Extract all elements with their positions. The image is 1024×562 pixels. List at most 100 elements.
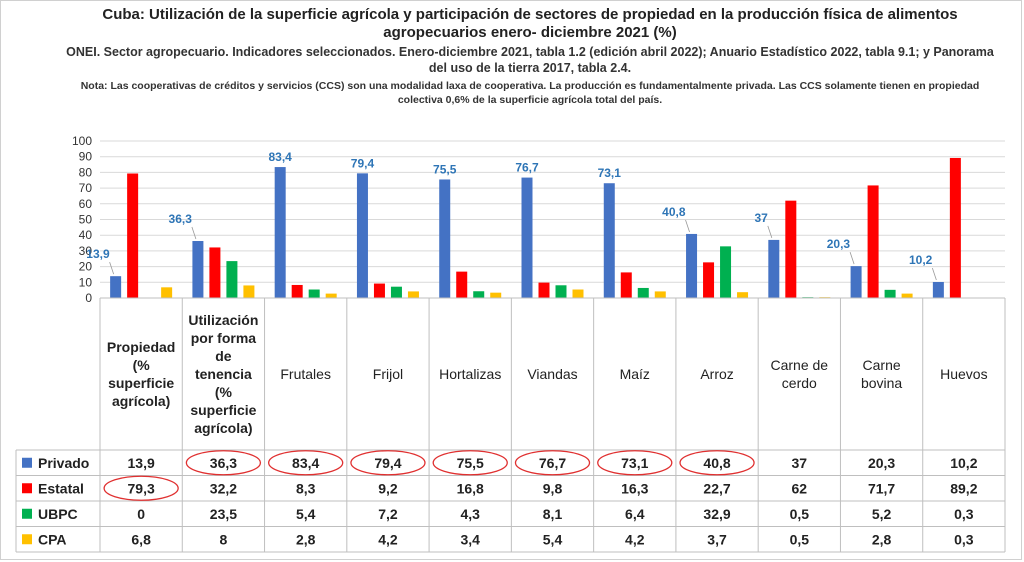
bar-ubpc <box>226 261 238 298</box>
bar-cpa <box>737 292 749 298</box>
table-cell: 16,3 <box>621 480 648 496</box>
bar-privado <box>686 233 698 298</box>
table-cell: 62 <box>792 480 808 496</box>
data-label: 10,2 <box>909 253 933 267</box>
y-tick-label: 20 <box>79 260 93 274</box>
y-tick-label: 100 <box>72 134 92 148</box>
table-cell: 71,7 <box>868 480 895 496</box>
chart-title: Cuba: Utilización de la superficie agríc… <box>102 6 958 41</box>
bar-estatal <box>867 185 879 298</box>
legend-key-estatal <box>22 483 32 494</box>
bar-estatal <box>785 200 797 298</box>
data-label-leader <box>849 252 855 265</box>
bar-estatal <box>291 284 303 298</box>
bar-privado <box>521 177 533 298</box>
y-tick-label: 0 <box>85 291 92 305</box>
table-cell: 37 <box>792 455 808 471</box>
highlight-ellipse <box>185 450 262 476</box>
table-cell: 3,7 <box>707 531 727 547</box>
table-cell: 9,2 <box>378 480 398 496</box>
y-tick-label: 40 <box>79 228 93 242</box>
table-cell: 79,4 <box>374 455 401 471</box>
category-label: Frutales <box>280 366 331 382</box>
y-tick-label: 30 <box>79 244 93 258</box>
legend-label: CPA <box>38 531 67 547</box>
table-cell: 4,2 <box>378 531 398 547</box>
table-cell: 75,5 <box>457 455 484 471</box>
legend-label: Privado <box>38 455 89 471</box>
y-tick-label: 10 <box>79 275 93 289</box>
bar-estatal <box>127 173 139 298</box>
bar-estatal <box>538 282 550 298</box>
bar-ubpc <box>390 286 402 298</box>
table-cell: 8 <box>220 531 228 547</box>
title-block: Cuba: Utilización de la superficie agríc… <box>60 6 1000 107</box>
bar-cpa <box>572 289 584 298</box>
bar-privado <box>192 241 204 298</box>
table-cell: 9,8 <box>543 480 563 496</box>
table-cell: 0,3 <box>954 506 974 522</box>
bar-privado <box>850 266 862 298</box>
highlight-ellipse <box>268 450 344 476</box>
y-tick-label: 50 <box>79 213 93 227</box>
bar-estatal <box>949 157 961 298</box>
table-cell: 23,5 <box>210 506 237 522</box>
bar-ubpc <box>473 291 485 298</box>
highlight-ellipse <box>597 450 673 476</box>
table-cell: 0 <box>137 506 145 522</box>
chart-source: ONEI. Sector agropecuario. Indicadores s… <box>66 45 994 75</box>
table-cell: 6,4 <box>625 506 645 522</box>
table-cell: 4,3 <box>460 506 480 522</box>
table-cell: 10,2 <box>950 455 977 471</box>
bar-estatal <box>456 271 468 298</box>
bar-estatal <box>373 283 385 298</box>
highlight-ellipse <box>350 450 426 476</box>
highlight-ellipse <box>103 475 179 501</box>
legend-key-ubpc <box>22 508 32 519</box>
table-cell: 5,4 <box>543 531 563 547</box>
table-cell: 5,4 <box>296 506 316 522</box>
chart-note: Nota: Las cooperativas de créditos y ser… <box>80 80 980 106</box>
data-label-leader <box>685 219 690 233</box>
table-cell: 76,7 <box>539 455 566 471</box>
bar-cpa <box>490 292 502 298</box>
bar-ubpc <box>308 289 320 298</box>
table-cell: 0,5 <box>790 506 810 522</box>
bar-ubpc <box>555 285 567 298</box>
legend-label: UBPC <box>38 506 78 522</box>
table-cell: 16,8 <box>457 480 484 496</box>
legend-label: Estatal <box>38 480 84 496</box>
table-cell: 3,4 <box>460 531 480 547</box>
bar-estatal <box>209 247 221 298</box>
category-label: Carne de cerdo <box>770 357 829 391</box>
data-label: 37 <box>754 211 768 225</box>
y-tick-label: 90 <box>79 150 93 164</box>
table-cell: 13,9 <box>128 455 155 471</box>
category-label: Arroz <box>700 366 734 382</box>
bar-privado <box>932 281 944 298</box>
highlight-ellipse <box>514 450 591 476</box>
data-label: 36,3 <box>169 212 193 226</box>
data-label-leader <box>109 262 115 275</box>
data-label: 75,5 <box>433 162 457 176</box>
table-cell: 6,8 <box>131 531 151 547</box>
data-label: 20,3 <box>827 237 851 251</box>
y-tick-label: 70 <box>79 181 93 195</box>
bar-cpa <box>243 285 255 298</box>
table-cell: 40,8 <box>703 455 730 471</box>
data-label: 13,9 <box>86 247 110 261</box>
bar-cpa <box>325 293 337 298</box>
bar-privado <box>439 179 451 298</box>
table-cell: 32,9 <box>703 506 730 522</box>
table-cell: 0,5 <box>790 531 810 547</box>
legend-key-privado <box>22 457 32 468</box>
bar-privado <box>768 239 780 298</box>
data-label: 76,7 <box>515 161 539 175</box>
category-label: Hortalizas <box>439 366 502 382</box>
data-label: 40,8 <box>662 205 686 219</box>
category-label: Huevos <box>940 366 988 382</box>
bar-cpa <box>407 291 419 298</box>
bar-estatal <box>620 272 632 298</box>
category-label: Carne bovina <box>860 357 903 391</box>
